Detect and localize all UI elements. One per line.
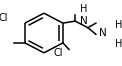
Text: N: N (80, 16, 88, 26)
Text: H: H (115, 20, 122, 30)
Text: N: N (99, 28, 107, 38)
Text: Cl: Cl (0, 13, 8, 23)
Text: H: H (81, 4, 88, 14)
Text: H: H (115, 39, 122, 49)
Text: Cl: Cl (53, 48, 63, 58)
